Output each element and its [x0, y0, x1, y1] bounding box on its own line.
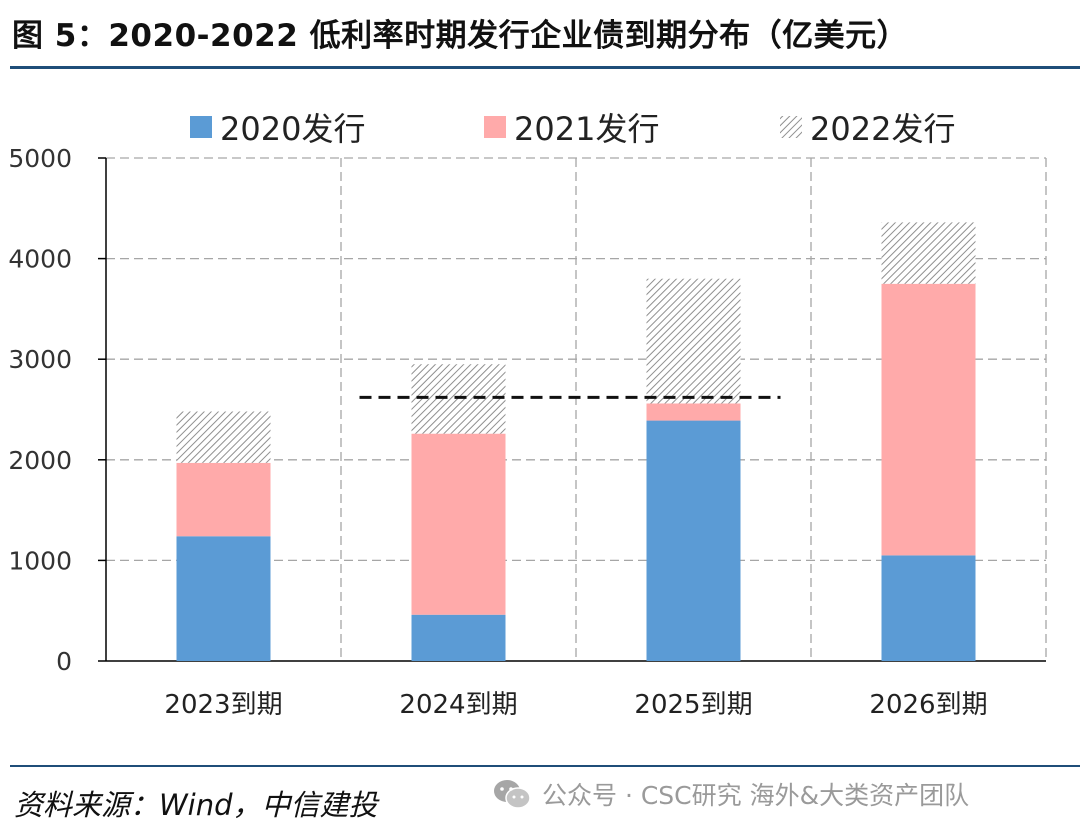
watermark: 公众号 · CSC研究 海外&大类资产团队 [492, 776, 969, 812]
x-tick-label: 2023到期 [164, 690, 282, 720]
y-tick-label: 5000 [8, 144, 72, 173]
figure-title: 图 5：2020-2022 低利率时期发行企业债到期分布（亿美元） [12, 18, 909, 54]
y-tick-label: 3000 [8, 345, 72, 374]
legend-label: 2021发行 [514, 110, 659, 148]
bar-segment-2021发行 [176, 462, 271, 537]
bar-segment-2022发行 [176, 411, 271, 463]
legend-label: 2020发行 [220, 110, 365, 148]
bar-segment-2022发行 [881, 222, 976, 284]
legend-swatch [780, 116, 802, 138]
bar-segment-2022发行 [646, 278, 741, 404]
x-tick-label: 2024到期 [399, 690, 517, 720]
legend-label: 2022发行 [810, 110, 955, 148]
watermark-text: 公众号 · CSC研究 海外&大类资产团队 [542, 781, 970, 810]
y-tick-label: 1000 [8, 546, 72, 575]
bar-segment-2021发行 [411, 433, 506, 615]
y-tick-label: 0 [56, 647, 72, 676]
bar-segment-2020发行 [646, 420, 741, 661]
wechat-icon [494, 780, 531, 809]
x-tick-label: 2026到期 [869, 690, 987, 720]
title-divider [10, 66, 1080, 69]
bar-segment-2021发行 [646, 403, 741, 421]
bar-segment-2020发行 [176, 536, 271, 661]
footer-divider [10, 765, 1080, 767]
bar-segment-2021发行 [881, 283, 976, 556]
y-tick-label: 4000 [8, 245, 72, 274]
x-tick-label: 2025到期 [634, 690, 752, 720]
bar-segment-2020发行 [411, 614, 506, 661]
stacked-bar-chart: 0 1000 2000 3000 4000 5000 2023到期 2024到期 2025到期 2… [8, 110, 1047, 720]
legend-swatch [484, 116, 506, 138]
legend-swatch [190, 116, 212, 138]
y-tick-label: 2000 [8, 446, 72, 475]
bar-segment-2020发行 [881, 555, 976, 661]
bar-segment-2022发行 [411, 364, 506, 434]
source-note: 资料来源：Wind，中信建投 [14, 788, 378, 822]
